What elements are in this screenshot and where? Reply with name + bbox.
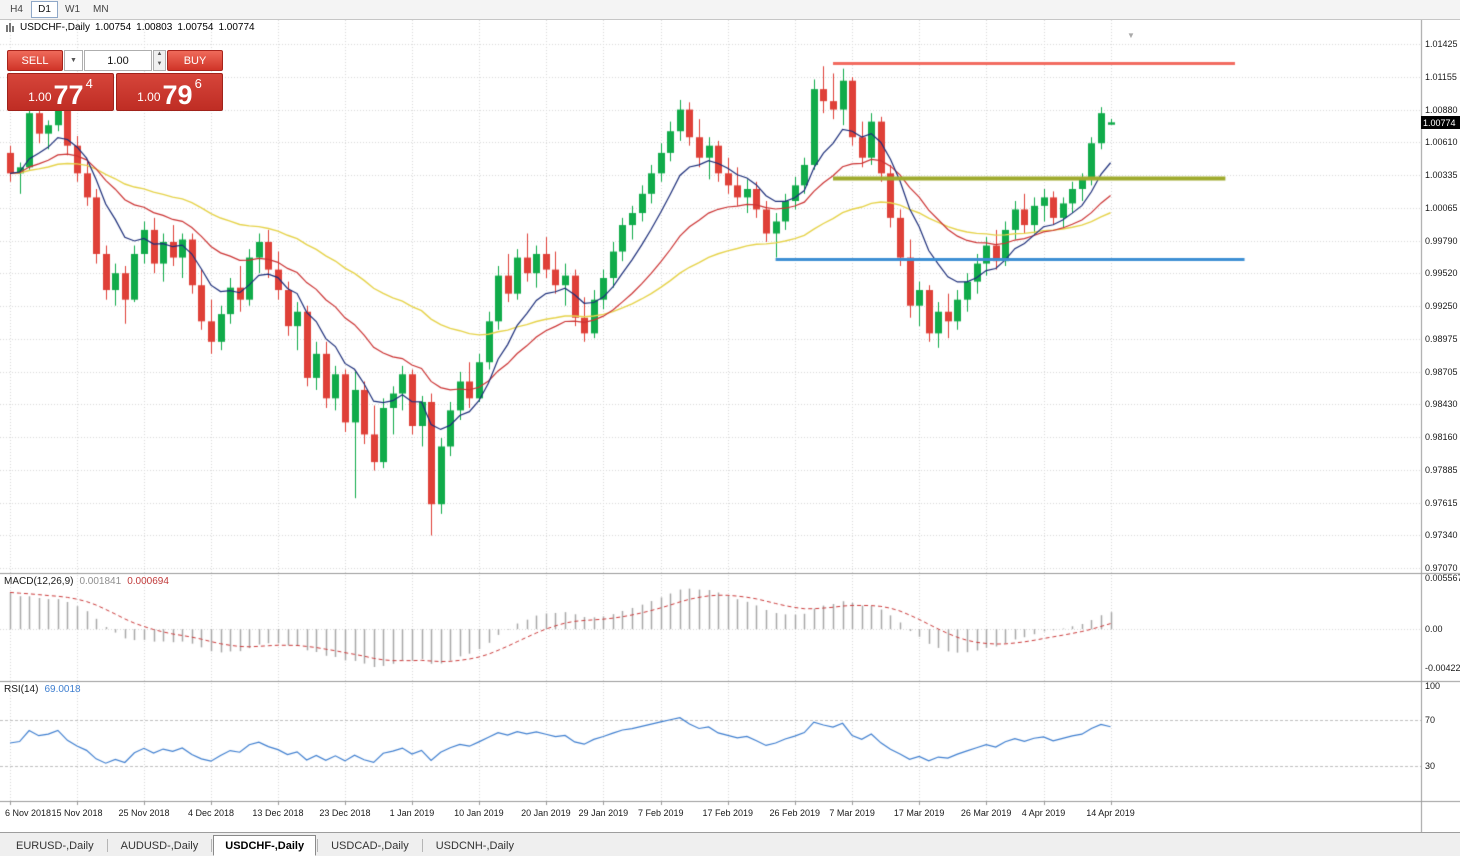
spin-down-icon[interactable]: ▼ <box>156 60 163 67</box>
chart-ohlc-header: USDCHF-,Daily 1.00754 1.00803 1.00754 1.… <box>5 22 255 33</box>
timeframe-button-D1[interactable]: D1 <box>31 1 58 18</box>
buy-price-display[interactable]: 1.00 79 6 <box>116 73 223 111</box>
macd-header: MACD(12,26,9) 0.001841 0.000694 <box>4 576 169 587</box>
date-axis-label: 7 Feb 2019 <box>637 808 684 818</box>
volume-stepper[interactable]: ▲ ▼ <box>153 50 166 71</box>
price-axis-label: 1.00880 <box>1425 104 1458 115</box>
date-axis-label: 23 Dec 2018 <box>319 808 371 818</box>
spin-up-icon[interactable]: ▲ <box>156 51 163 57</box>
price-axis-label: 0.99250 <box>1425 301 1458 311</box>
date-axis-label: 17 Feb 2019 <box>702 808 754 818</box>
volume-dropdown-icon[interactable]: ▼ <box>64 50 83 71</box>
buy-price-pips: 79 <box>162 80 193 111</box>
price-axis-label: 1.00610 <box>1425 137 1458 148</box>
macd-name: MACD(12,26,9) <box>4 576 74 587</box>
sell-price-prefix: 1.00 <box>28 90 52 104</box>
date-axis-label: 20 Jan 2019 <box>521 808 571 818</box>
macd-axis-label-bottom: -0.0042264 <box>1425 663 1460 673</box>
price-axis-label: 1.00335 <box>1425 170 1458 180</box>
chart-tab-eurusddaily[interactable]: EURUSD-,Daily <box>16 839 94 852</box>
chart-symbol-label: USDCHF-,Daily <box>20 22 90 33</box>
chart-tab-usdchfdaily[interactable]: USDCHF-,Daily <box>213 835 317 856</box>
chart-shift-marker-icon: ▼ <box>1127 31 1135 40</box>
chart-area: USDCHF-,Daily 1.00754 1.00803 1.00754 1.… <box>0 20 1460 832</box>
sell-price-display[interactable]: 1.00 77 4 <box>7 73 114 111</box>
buy-price-prefix: 1.00 <box>137 90 161 104</box>
macd-axis-label-zero: 0.00 <box>1425 624 1443 635</box>
price-axis-label: 1.00065 <box>1425 202 1458 213</box>
price-axis-label: 0.98160 <box>1425 432 1458 442</box>
buy-button[interactable]: BUY <box>167 50 223 71</box>
one-click-trading-panel: SELL ▼ ▲ ▼ BUY 1.00 77 4 1.00 79 6 <box>7 50 223 111</box>
date-axis-label: 14 Apr 2019 <box>1086 808 1135 818</box>
date-axis-label: 29 Jan 2019 <box>578 808 629 818</box>
tab-separator <box>211 839 213 852</box>
price-axis-label: 0.97885 <box>1425 464 1458 475</box>
ohlc-high: 1.00803 <box>136 22 173 33</box>
timeframe-button-MN[interactable]: MN <box>93 4 109 15</box>
price-axis-label: 0.97070 <box>1425 563 1458 573</box>
price-chart-canvas[interactable] <box>0 20 1460 832</box>
rsi-value: 69.0018 <box>44 684 81 695</box>
macd-value: 0.001841 <box>79 576 122 587</box>
chart-tab-audusddaily[interactable]: AUDUSD-,Daily <box>120 839 199 852</box>
date-axis-label: 17 Mar 2019 <box>893 808 945 818</box>
chart-tabbar: EURUSD-,Daily AUDUSD-,Daily USDCHF-,Daily U… <box>0 832 1460 856</box>
timeframe-button-H4[interactable]: H4 <box>10 4 23 15</box>
rsi-axis-label-30: 30 <box>1425 761 1436 771</box>
date-axis-label: 15 Nov 2018 <box>51 808 103 818</box>
price-axis-label: 0.99790 <box>1425 235 1458 246</box>
rsi-header: RSI(14) 69.0018 <box>4 684 81 695</box>
date-axis-label: 7 Mar 2019 <box>829 808 875 818</box>
macd-signal-value: 0.000694 <box>127 576 169 587</box>
ohlc-open: 1.00754 <box>95 22 132 33</box>
chart-tab-usdcnhdaily[interactable]: USDCNH-,Daily <box>435 839 514 852</box>
date-axis-label: 25 Nov 2018 <box>118 808 170 818</box>
sell-price-pips: 77 <box>53 80 84 111</box>
date-axis-label: 1 Jan 2019 <box>389 808 435 818</box>
timeframe-button-W1[interactable]: W1 <box>65 4 80 15</box>
price-axis-label: 1.01155 <box>1425 71 1457 82</box>
date-axis-label: 26 Mar 2019 <box>960 808 1012 818</box>
date-axis-label: 4 Dec 2018 <box>187 808 234 818</box>
sell-button[interactable]: SELL <box>7 50 63 71</box>
ohlc-close: 1.00774 <box>218 22 255 33</box>
chart-symbol-icon <box>5 22 15 33</box>
macd-axis-label-top: 0.0055677 <box>1425 573 1460 583</box>
date-axis-label: 13 Dec 2018 <box>252 808 304 818</box>
price-axis-label: 0.98975 <box>1425 333 1458 344</box>
timeframe-toolbar: H4 D1 W1 MN <box>0 0 1460 20</box>
sell-price-fraction: 4 <box>85 76 93 91</box>
current-price-tag: 1.00774 <box>1421 116 1460 130</box>
buy-price-fraction: 6 <box>194 76 202 91</box>
date-axis-label: 4 Apr 2019 <box>1021 808 1066 818</box>
date-axis-label: 6 Nov 2018 <box>4 808 52 818</box>
rsi-name: RSI(14) <box>4 684 39 695</box>
tab-separator <box>421 839 423 852</box>
tab-separator <box>317 839 319 852</box>
date-axis-label: 26 Feb 2019 <box>769 808 821 818</box>
price-axis-label: 0.99520 <box>1425 268 1458 279</box>
volume-input[interactable] <box>84 50 152 71</box>
rsi-axis-label-70: 70 <box>1425 715 1436 725</box>
price-axis-label: 0.98430 <box>1425 399 1458 410</box>
rsi-axis-label-100: 100 <box>1425 680 1441 691</box>
price-axis-label: 0.98705 <box>1425 366 1458 377</box>
tab-separator <box>106 839 108 852</box>
price-axis-label: 0.97340 <box>1425 530 1458 541</box>
date-axis-label: 10 Jan 2019 <box>454 808 504 818</box>
price-axis-label: 0.97615 <box>1425 497 1458 508</box>
price-axis-label: 1.01425 <box>1425 39 1458 49</box>
chart-tab-usdcaddaily[interactable]: USDCAD-,Daily <box>331 839 409 852</box>
ohlc-low: 1.00754 <box>177 22 214 33</box>
